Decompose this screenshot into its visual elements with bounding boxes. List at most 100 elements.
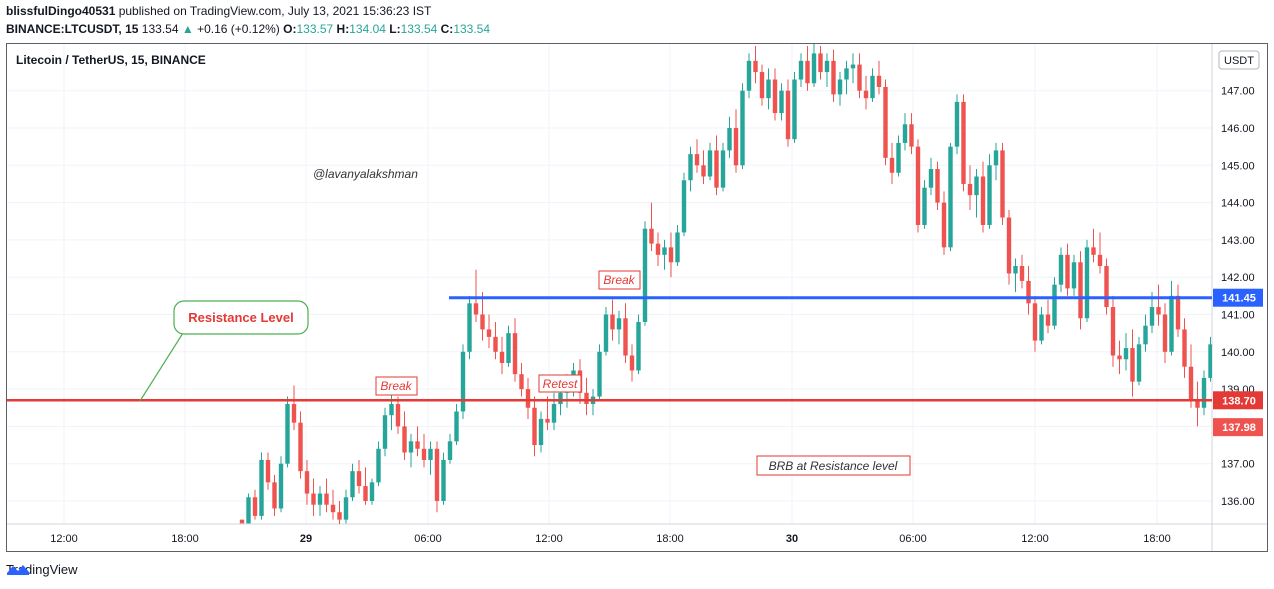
candle-body — [519, 374, 524, 390]
candle-body — [1130, 348, 1135, 382]
candle-body — [883, 86, 888, 158]
resistance-callout-box[interactable] — [173, 300, 309, 335]
candle-body — [1071, 262, 1077, 289]
candle-body — [733, 128, 739, 166]
candle-body — [473, 303, 479, 315]
candle-body — [584, 392, 589, 405]
high-value: 134.04 — [349, 22, 386, 36]
candle-body — [629, 355, 635, 371]
candle-body — [1156, 307, 1161, 315]
candle-body — [909, 124, 914, 147]
brb-box[interactable] — [756, 455, 911, 476]
candle-body — [1143, 325, 1148, 345]
candle-body — [980, 176, 986, 225]
candle-body — [1097, 254, 1103, 267]
candle-body — [811, 53, 817, 84]
x-tick-label: 12:00 — [535, 533, 563, 545]
candle-body — [1065, 254, 1070, 289]
candle-body — [467, 303, 472, 352]
candle-body — [291, 404, 297, 423]
candle-body — [545, 418, 550, 423]
y-tick-label: 144.00 — [1221, 198, 1255, 210]
candle-body — [1091, 247, 1096, 255]
price-change: +0.16 (+0.12%) — [197, 22, 280, 36]
y-tick-label: 147.00 — [1221, 86, 1255, 98]
candle-body — [480, 314, 485, 330]
price-tag-label: 141.45 — [1222, 293, 1256, 305]
candle-body — [655, 243, 661, 255]
candle-body — [597, 351, 602, 397]
candle-body — [740, 90, 745, 166]
candle-body — [298, 422, 303, 472]
price-tag-box — [1213, 288, 1263, 307]
change-arrow: ▲ — [181, 22, 194, 36]
chart-frame — [6, 43, 1268, 552]
candle-body — [1019, 266, 1025, 281]
candle-body — [402, 426, 407, 453]
candle-body — [1136, 344, 1142, 382]
candle-body — [395, 404, 401, 427]
low-value: 133.54 — [400, 22, 438, 36]
break2-box[interactable] — [598, 270, 641, 290]
candle-body — [493, 336, 498, 352]
price-tag-box — [1213, 391, 1263, 410]
x-tick-label: 06:00 — [414, 533, 442, 545]
candle-body — [278, 463, 284, 509]
candle-body — [688, 154, 693, 181]
tradingview-logo-icon — [7, 565, 29, 575]
candle-body — [837, 79, 843, 95]
candle-body — [551, 404, 557, 423]
candle-body — [675, 232, 680, 263]
candle-body — [727, 128, 732, 151]
candle-body — [753, 60, 758, 73]
candle-body — [662, 247, 667, 255]
candle-body — [863, 90, 869, 99]
candle-body — [382, 415, 388, 449]
candle-body — [876, 75, 882, 87]
symbol-quote-line: BINANCE:LTCUSDT, 15 133.54 ▲ +0.16 (+0.1… — [6, 22, 490, 37]
last-price: 133.54 — [141, 22, 179, 36]
candle-body — [857, 64, 862, 91]
candle-body — [558, 392, 563, 405]
author-name[interactable]: blissfulDingo40531 — [6, 4, 116, 18]
candle-body — [1013, 266, 1018, 274]
y-tick-label: 136.00 — [1221, 496, 1255, 508]
candle-body — [954, 101, 960, 147]
published-text: published on TradingView.com, July 13, 2… — [115, 4, 432, 18]
currency-box[interactable] — [1218, 50, 1260, 70]
candle-body — [415, 441, 420, 449]
candle-body — [772, 79, 778, 114]
candle-body — [538, 418, 544, 446]
price-chart[interactable]: 136.00137.00138.00139.00140.00141.00142.… — [0, 0, 1274, 560]
candle-body — [1175, 295, 1181, 330]
open-label: O: — [283, 22, 297, 36]
y-tick-label: 140.00 — [1221, 347, 1255, 359]
footer-branding[interactable]: TradingView — [6, 562, 78, 577]
x-tick-label: 18:00 — [656, 533, 684, 545]
candle-body — [1208, 344, 1212, 378]
candle-body — [1162, 314, 1168, 352]
x-tick-label: 18:00 — [1143, 533, 1171, 545]
chart-grid — [7, 44, 1267, 551]
x-tick-label: 12:00 — [50, 533, 78, 545]
candle-body — [1045, 314, 1051, 326]
close-label: C: — [440, 22, 454, 36]
candle-body — [369, 482, 375, 501]
candle-body — [785, 90, 791, 140]
candle-body — [805, 60, 810, 84]
candle-body — [239, 519, 245, 524]
y-tick-label: 142.00 — [1221, 272, 1255, 284]
candle-body — [610, 314, 615, 330]
candle-body — [948, 146, 953, 248]
candle-body — [311, 493, 316, 505]
retest-box[interactable] — [538, 374, 582, 393]
y-tick-label: 137.00 — [1221, 459, 1255, 471]
candle-body — [272, 482, 277, 509]
candle-body — [304, 471, 310, 494]
candle-body — [454, 411, 459, 442]
candle-body — [974, 176, 979, 196]
candle-body — [701, 165, 706, 177]
candle-body — [1000, 150, 1005, 218]
x-tick-label: 30 — [786, 533, 798, 545]
break1-box[interactable] — [375, 376, 418, 396]
